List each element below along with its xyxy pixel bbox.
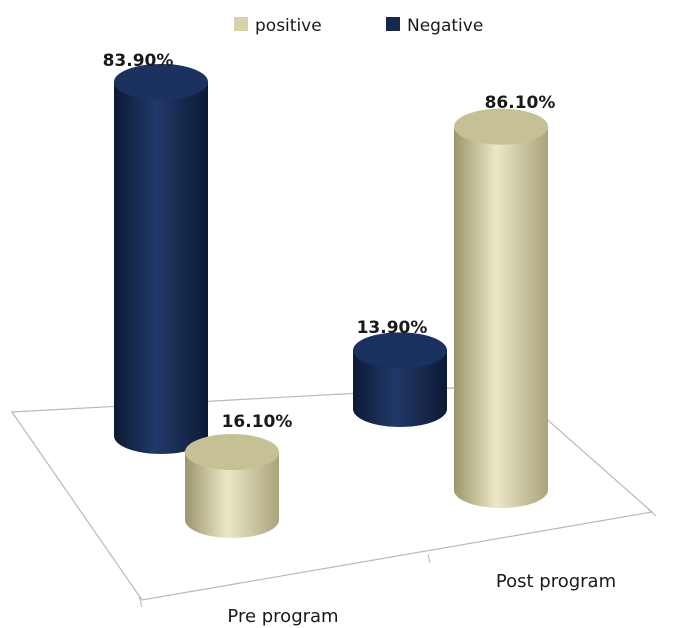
floor-plane	[10, 384, 654, 601]
floor-tick	[647, 508, 657, 517]
bar-negative-post-program-body	[353, 350, 447, 427]
legend-swatch-positive	[234, 17, 248, 31]
legend-label-positive: positive	[255, 16, 322, 36]
data-label-positive-pre-program: 16.10%	[222, 412, 293, 432]
bar-negative-pre-program-top	[114, 63, 208, 100]
bar-positive-pre-program	[185, 434, 279, 538]
data-label-negative-pre-program: 83.90%	[103, 51, 174, 71]
bar-negative-post-program-top	[353, 332, 447, 369]
bar-negative-pre-program	[114, 63, 208, 454]
data-label-negative-post-program: 13.90%	[357, 318, 428, 338]
bar-negative-post-program	[353, 332, 447, 427]
bar-positive-post-program-top	[454, 108, 548, 145]
bar-positive-pre-program-body	[185, 452, 279, 538]
floor-tick	[138, 595, 143, 608]
bar-negative-pre-program-body	[114, 81, 208, 454]
data-labels: 83.90% 13.90% 16.10% 86.10%	[103, 51, 556, 432]
legend-label-negative: Negative	[407, 16, 483, 36]
bar-positive-post-program-body	[454, 126, 548, 509]
legend: positive Negative	[234, 16, 483, 36]
category-axis: Pre program Post program	[227, 571, 616, 627]
data-label-positive-post-program: 86.10%	[485, 93, 556, 113]
bar-positive-pre-program-top	[185, 434, 279, 471]
floor-tick	[427, 553, 431, 564]
bars	[114, 63, 548, 538]
bar-positive-post-program	[454, 108, 548, 509]
category-label-post-program: Post program	[496, 571, 616, 592]
legend-swatch-negative	[386, 17, 400, 31]
category-label-pre-program: Pre program	[227, 606, 338, 627]
